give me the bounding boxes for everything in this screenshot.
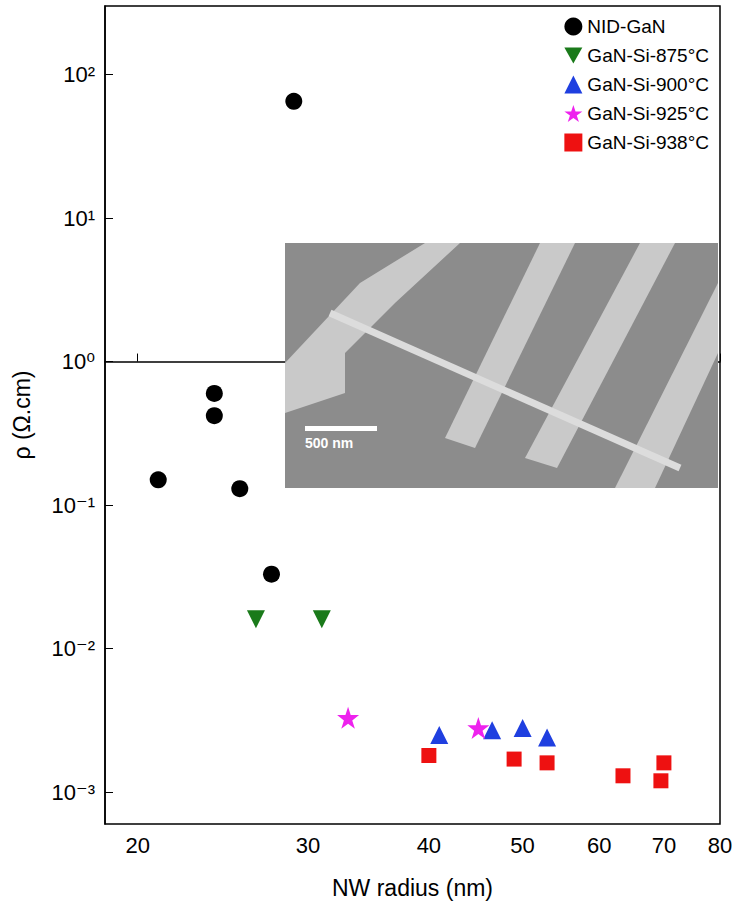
svg-text:40: 40 <box>417 833 441 858</box>
svg-text:10¹: 10¹ <box>63 206 95 231</box>
svg-text:70: 70 <box>652 833 676 858</box>
svg-text:500 nm: 500 nm <box>305 435 353 451</box>
svg-text:10⁻¹: 10⁻¹ <box>52 493 95 518</box>
svg-text:NID-GaN: NID-GaN <box>587 16 665 37</box>
svg-text:10⁻²: 10⁻² <box>52 636 95 661</box>
svg-text:ρ (Ω.cm): ρ (Ω.cm) <box>9 370 35 459</box>
svg-text:10⁻³: 10⁻³ <box>52 780 95 805</box>
svg-text:80: 80 <box>708 833 732 858</box>
svg-text:10²: 10² <box>63 62 95 87</box>
svg-text:GaN-Si-938°C: GaN-Si-938°C <box>587 132 709 153</box>
svg-text:NW radius (nm): NW radius (nm) <box>332 875 493 901</box>
svg-text:50: 50 <box>510 833 534 858</box>
svg-text:20: 20 <box>126 833 150 858</box>
svg-text:30: 30 <box>296 833 320 858</box>
svg-text:GaN-Si-900°C: GaN-Si-900°C <box>587 74 709 95</box>
svg-text:60: 60 <box>587 833 611 858</box>
svg-text:10⁰: 10⁰ <box>62 349 95 374</box>
svg-text:GaN-Si-925°C: GaN-Si-925°C <box>587 103 709 124</box>
svg-text:GaN-Si-875°C: GaN-Si-875°C <box>587 45 709 66</box>
